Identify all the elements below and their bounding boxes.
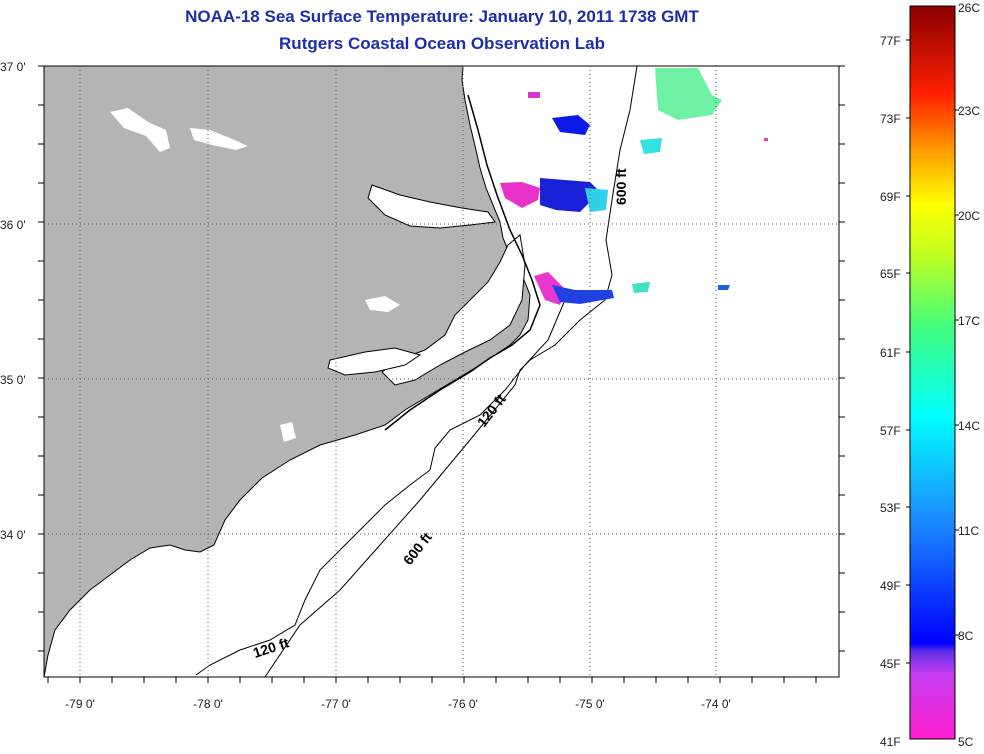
cb-c-23: 23C — [958, 104, 980, 118]
cb-f-41: 41F — [880, 735, 901, 749]
lat-label-35: 35 0' — [0, 373, 26, 387]
grid-lines — [44, 66, 839, 677]
inland-lake-1 — [110, 108, 170, 152]
cb-f-57: 57F — [880, 424, 901, 438]
cb-f-49: 49F — [880, 579, 901, 593]
outer-banks — [384, 94, 541, 431]
cb-f-61: 61F — [880, 346, 901, 360]
cb-f-69: 69F — [880, 190, 901, 204]
lon-label-78: -78 0' — [193, 697, 223, 711]
colorbar-ticks — [906, 39, 959, 664]
cb-f-77: 77F — [880, 34, 901, 48]
lat-label-34: 34 0' — [0, 528, 26, 542]
cb-f-53: 53F — [880, 501, 901, 515]
lon-label-77: -77 0' — [321, 697, 351, 711]
contour-label-1: 600 ft — [613, 168, 629, 205]
cb-c-5: 5C — [958, 735, 974, 749]
contour-600ft-north — [264, 65, 638, 678]
cb-f-45: 45F — [880, 657, 901, 671]
sst-pixels — [500, 68, 768, 305]
cb-c-11: 11C — [958, 524, 979, 538]
cb-f-65: 65F — [880, 267, 901, 281]
cb-c-14: 14C — [958, 419, 980, 433]
lon-label-79: -79 0' — [65, 697, 95, 711]
inland-lake-2 — [190, 128, 248, 150]
albemarle-sound — [367, 184, 496, 229]
lon-label-74: -74 0' — [701, 697, 731, 711]
cb-c-26: 26C — [958, 1, 980, 15]
cb-c-8: 8C — [958, 629, 974, 643]
pamlico-sound — [381, 234, 526, 386]
colorbar — [909, 5, 956, 740]
lat-label-37: 37 0' — [0, 60, 26, 74]
map-subtitle: Rutgers Coastal Ocean Observation Lab — [279, 34, 605, 53]
lon-label-76: -76 0' — [448, 697, 478, 711]
map-title: NOAA-18 Sea Surface Temperature: January… — [185, 7, 699, 26]
cb-c-20: 20C — [958, 209, 980, 223]
inland-lake-4 — [280, 422, 296, 442]
neuse-river — [327, 347, 422, 376]
cb-f-73: 73F — [880, 112, 901, 126]
lon-label-75: -75 0' — [575, 697, 605, 711]
axis-ticks — [38, 65, 845, 683]
contour-120ft — [195, 299, 566, 676]
cb-c-17: 17C — [958, 314, 980, 328]
inland-lake-3 — [365, 296, 400, 312]
lat-label-36: 36 0' — [0, 218, 26, 232]
